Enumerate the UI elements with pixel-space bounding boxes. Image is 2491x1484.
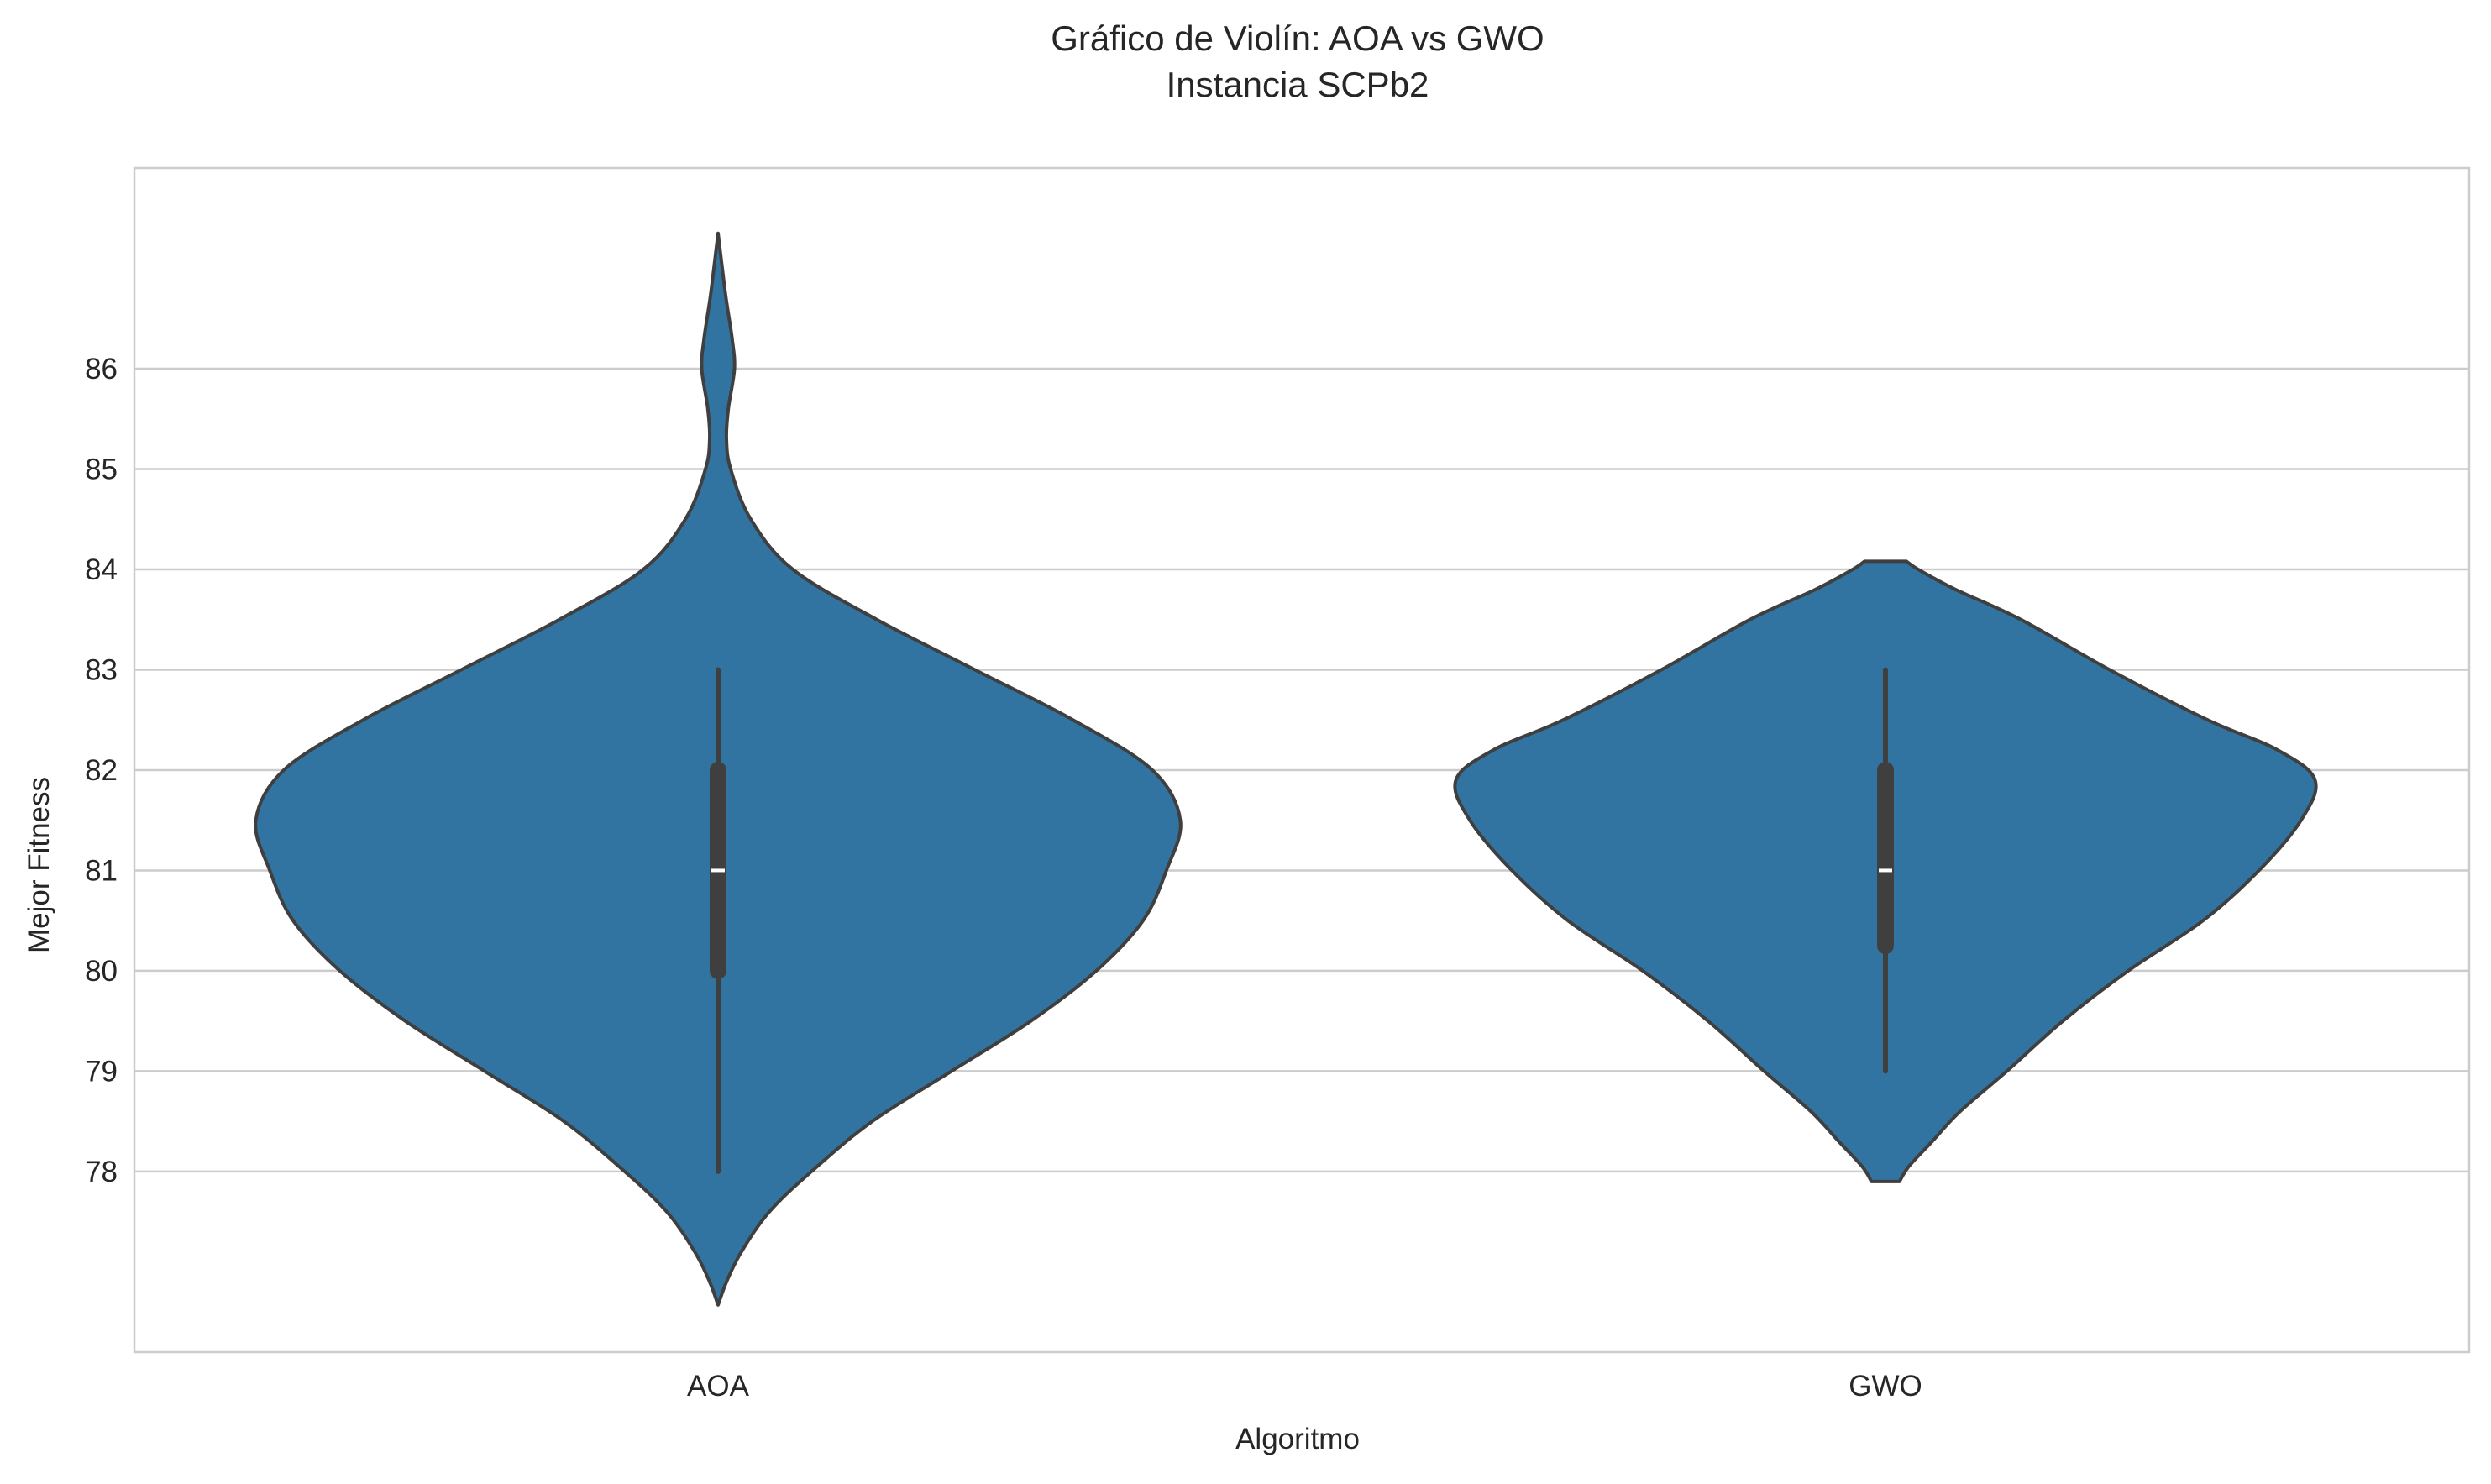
y-tick-label-86: 86 xyxy=(85,353,118,385)
y-tick-label-81: 81 xyxy=(85,854,118,887)
chart-subtitle: Instancia SCPb2 xyxy=(1167,65,1429,104)
plot-frame xyxy=(133,166,2471,1354)
violins xyxy=(254,231,2318,1307)
x-tick-label-gwo: GWO xyxy=(1849,1370,1922,1403)
y-tick-label-82: 82 xyxy=(85,754,118,787)
y-axis-label: Mejor Fitness xyxy=(23,777,55,953)
y-tick-label-83: 83 xyxy=(85,653,118,686)
y-tick-label-78: 78 xyxy=(85,1156,118,1188)
y-tick-label-80: 80 xyxy=(85,955,118,988)
chart-title: Gráfico de Violín: AOA vs GWO xyxy=(1051,18,1544,58)
y-tick-label-84: 84 xyxy=(85,553,118,586)
x-tick-label-aoa: AOA xyxy=(687,1370,750,1403)
y-tick-label-85: 85 xyxy=(85,453,118,485)
tick-labels: 78 79 80 81 82 83 84 85 86 AOA GWO xyxy=(85,353,1922,1403)
x-axis-label: Algoritmo xyxy=(1235,1423,1360,1455)
y-tick-label-79: 79 xyxy=(85,1055,118,1088)
